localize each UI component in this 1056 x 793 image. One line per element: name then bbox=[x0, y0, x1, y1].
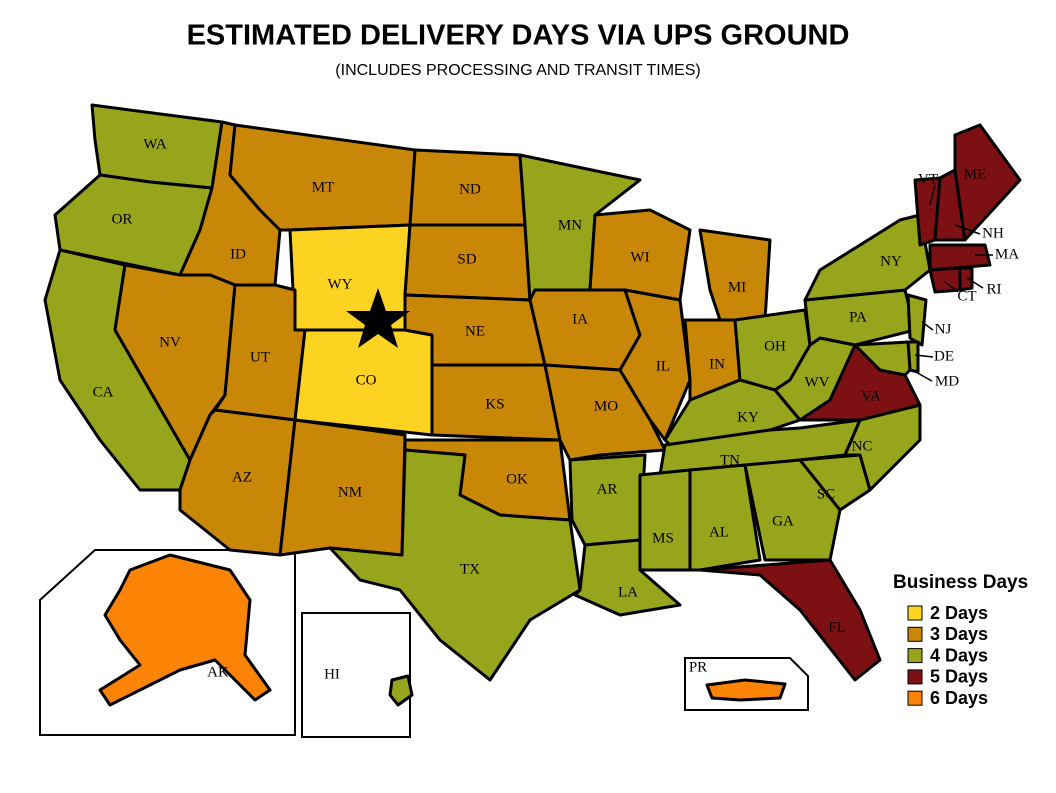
leader-lines bbox=[911, 184, 993, 382]
legend-label: 6 Days bbox=[930, 688, 988, 708]
state-shape bbox=[705, 678, 787, 702]
state-shape bbox=[328, 448, 582, 682]
state-label: KY bbox=[737, 409, 759, 425]
leader-line bbox=[929, 184, 936, 206]
state-label: IA bbox=[572, 311, 588, 327]
state-label: WY bbox=[328, 276, 353, 292]
state-label: MN bbox=[558, 217, 582, 233]
legend-swatch bbox=[907, 626, 923, 642]
leader-line bbox=[911, 369, 933, 382]
state-label: AR bbox=[597, 481, 618, 497]
state-label: NH bbox=[982, 225, 1004, 241]
state-label: MD bbox=[935, 373, 959, 389]
state-label: MI bbox=[728, 279, 746, 295]
state-label: KS bbox=[485, 396, 504, 412]
state-label: NJ bbox=[935, 321, 952, 337]
state-label: TX bbox=[460, 561, 480, 577]
state-label: LA bbox=[618, 584, 638, 600]
legend-label: 2 Days bbox=[930, 603, 988, 623]
states: WA OR CA ID NV MT WY UT AZ CO NM ND SD NE KS OK TX MN IA MO… bbox=[43, 103, 1022, 707]
state-label: NY bbox=[880, 253, 902, 269]
state-label: MA bbox=[995, 246, 1019, 262]
state-label: WI bbox=[630, 249, 649, 265]
legend-label: 5 Days bbox=[930, 667, 988, 687]
state-label: WA bbox=[143, 136, 166, 152]
state-label: AK bbox=[207, 664, 229, 680]
state-label: DE bbox=[934, 348, 954, 364]
state-shape bbox=[803, 213, 932, 302]
state-label: CT bbox=[957, 288, 976, 304]
state-label: NV bbox=[159, 334, 181, 350]
state-shape bbox=[853, 340, 912, 377]
leader-line bbox=[944, 281, 959, 293]
state-shape bbox=[698, 228, 772, 322]
origin-star bbox=[346, 288, 410, 348]
state-shape bbox=[928, 243, 992, 272]
legend-label: 3 Days bbox=[930, 624, 988, 644]
state-shape bbox=[98, 553, 272, 707]
state-label: AZ bbox=[232, 469, 252, 485]
legend-label: 4 Days bbox=[930, 645, 988, 665]
state-shape bbox=[618, 288, 692, 442]
state-shape bbox=[528, 288, 642, 372]
map-title: ESTIMATED DELIVERY DAYS VIA UPS GROUND bbox=[187, 20, 850, 52]
state-label: ID bbox=[230, 246, 246, 262]
state-label: SC bbox=[817, 486, 835, 502]
state-shape bbox=[953, 123, 1022, 242]
state-label: CO bbox=[356, 372, 377, 388]
state-label: OH bbox=[764, 338, 786, 354]
leader-line bbox=[966, 277, 984, 289]
state-label: PR bbox=[689, 659, 707, 675]
state-label: VA bbox=[861, 388, 881, 404]
state-label: FL bbox=[828, 619, 846, 635]
state-label: NE bbox=[465, 323, 485, 339]
state-label: IL bbox=[656, 358, 670, 374]
leader-line bbox=[921, 321, 934, 331]
legend-title: Business Days bbox=[893, 572, 1028, 593]
state-label: VT bbox=[918, 171, 938, 187]
state-shape bbox=[388, 674, 414, 707]
state-shape bbox=[638, 468, 692, 572]
legend-swatch bbox=[907, 648, 923, 664]
state-label: AL bbox=[709, 524, 729, 540]
leader-line bbox=[914, 354, 934, 358]
hawaii-inset bbox=[301, 612, 411, 738]
state-label: MT bbox=[312, 179, 335, 195]
state-label: OK bbox=[506, 471, 528, 487]
state-label: OR bbox=[112, 211, 133, 227]
state-label: PA bbox=[849, 309, 867, 325]
legend-swatch bbox=[907, 669, 923, 685]
state-shape bbox=[906, 293, 928, 347]
state-label: GA bbox=[772, 513, 794, 529]
state-label: WV bbox=[805, 374, 830, 390]
leader-line bbox=[954, 224, 981, 235]
state-shape bbox=[688, 463, 762, 572]
map-subtitle: (INCLUDES PROCESSING AND TRANSIT TIMES) bbox=[335, 62, 700, 79]
state-shape bbox=[928, 266, 962, 294]
state-label: RI bbox=[987, 281, 1002, 297]
state-shape bbox=[698, 558, 882, 682]
state-label: ND bbox=[459, 181, 481, 197]
state-label: NM bbox=[338, 484, 362, 500]
state-shape bbox=[958, 266, 974, 292]
state-label: MO bbox=[594, 398, 618, 414]
state-label: UT bbox=[250, 349, 270, 365]
state-label: MS bbox=[652, 530, 674, 546]
legend-swatch bbox=[907, 605, 923, 621]
state-shape bbox=[568, 453, 647, 547]
state-label: CA bbox=[93, 384, 114, 400]
state-label: ME bbox=[964, 166, 987, 182]
state-label: NC bbox=[852, 438, 873, 454]
state-label: IN bbox=[709, 356, 725, 372]
state-shape bbox=[743, 458, 842, 562]
state-label: SD bbox=[457, 251, 476, 267]
state-label: HI bbox=[324, 666, 340, 682]
legend-swatch bbox=[907, 690, 923, 706]
